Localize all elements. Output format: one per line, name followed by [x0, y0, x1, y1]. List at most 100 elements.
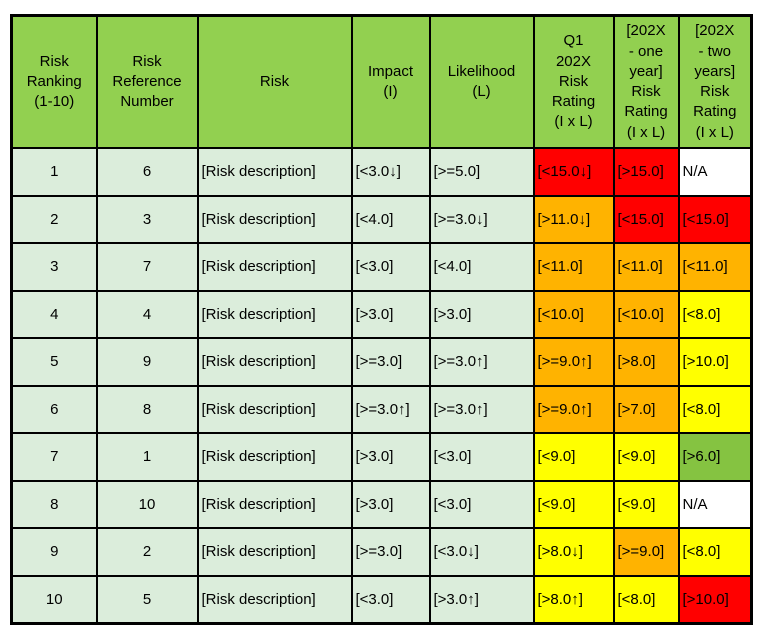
cell-risk-description: [Risk description] [196, 527, 353, 577]
cell-q1-rating: [<15.0↓] [532, 147, 615, 197]
cell-two-year-rating: [>6.0] [677, 432, 753, 482]
cell-one-year-rating: [<10.0] [612, 289, 680, 339]
cell-impact: [<4.0] [350, 194, 431, 244]
cell-likelihood: [<3.0↓] [428, 527, 535, 577]
cell-one-year-rating: [>=9.0] [612, 527, 680, 577]
table-header: Risk Ranking (1-10) Risk Reference Number… [10, 14, 753, 149]
cell-risk-reference: 3 [95, 194, 199, 244]
cell-q1-rating: [<9.0] [532, 432, 615, 482]
cell-likelihood: [>=3.0↑] [428, 384, 535, 434]
col-header-one-year-rating: [202X - one year] Risk Rating (I x L) [612, 14, 680, 149]
cell-one-year-rating: [>8.0] [612, 337, 680, 387]
cell-risk-reference: 7 [95, 242, 199, 292]
cell-likelihood: [<3.0] [428, 432, 535, 482]
cell-q1-rating: [<11.0] [532, 242, 615, 292]
cell-one-year-rating: [<8.0] [612, 574, 680, 625]
cell-risk-reference: 4 [95, 289, 199, 339]
cell-risk-ranking: 8 [10, 479, 98, 529]
cell-one-year-rating: [>7.0] [612, 384, 680, 434]
cell-q1-rating: [>=9.0↑] [532, 337, 615, 387]
cell-risk-reference: 5 [95, 574, 199, 625]
cell-impact: [>=3.0] [350, 337, 431, 387]
cell-one-year-rating: [<15.0] [612, 194, 680, 244]
cell-q1-rating: [>11.0↓] [532, 194, 615, 244]
cell-risk-reference: 10 [95, 479, 199, 529]
col-header-risk: Risk [196, 14, 353, 149]
col-header-impact: Impact (I) [350, 14, 431, 149]
cell-risk-ranking: 4 [10, 289, 98, 339]
col-header-risk-reference: Risk Reference Number [95, 14, 199, 149]
cell-risk-description: [Risk description] [196, 147, 353, 197]
cell-two-year-rating: N/A [677, 147, 753, 197]
cell-two-year-rating: [<8.0] [677, 289, 753, 339]
cell-q1-rating: [<10.0] [532, 289, 615, 339]
cell-risk-ranking: 9 [10, 527, 98, 577]
table-row: 8 10 [Risk description] [>3.0] [<3.0] [<9.0][… [10, 479, 753, 529]
risk-ranking-table: Risk Ranking (1-10) Risk Reference Number… [10, 14, 753, 625]
cell-two-year-rating: N/A [677, 479, 753, 529]
cell-impact: [<3.0] [350, 242, 431, 292]
table-row: 10 5 [Risk description] [<3.0] [>3.0↑] [>8.0↑… [10, 574, 753, 625]
table-row: 3 7 [Risk description] [<3.0] [<4.0] [<11.0][… [10, 242, 753, 292]
table-row: 1 6 [Risk description] [<3.0↓] [>=5.0] [<15.0… [10, 147, 753, 197]
cell-likelihood: [>=3.0↑] [428, 337, 535, 387]
cell-risk-description: [Risk description] [196, 242, 353, 292]
cell-risk-ranking: 6 [10, 384, 98, 434]
cell-risk-description: [Risk description] [196, 432, 353, 482]
cell-one-year-rating: [<9.0] [612, 479, 680, 529]
cell-likelihood: [>3.0↑] [428, 574, 535, 625]
cell-q1-rating: [<9.0] [532, 479, 615, 529]
cell-risk-ranking: 2 [10, 194, 98, 244]
cell-two-year-rating: [>10.0] [677, 574, 753, 625]
cell-one-year-rating: [>15.0] [612, 147, 680, 197]
cell-risk-reference: 1 [95, 432, 199, 482]
cell-impact: [>3.0] [350, 479, 431, 529]
cell-q1-rating: [>8.0↑] [532, 574, 615, 625]
cell-two-year-rating: [<15.0] [677, 194, 753, 244]
cell-two-year-rating: [<11.0] [677, 242, 753, 292]
cell-risk-reference: 2 [95, 527, 199, 577]
cell-risk-description: [Risk description] [196, 384, 353, 434]
table-header-row: Risk Ranking (1-10) Risk Reference Number… [10, 14, 753, 149]
cell-impact: [>3.0] [350, 289, 431, 339]
cell-risk-reference: 6 [95, 147, 199, 197]
cell-impact: [>=3.0] [350, 527, 431, 577]
cell-risk-description: [Risk description] [196, 289, 353, 339]
cell-one-year-rating: [<11.0] [612, 242, 680, 292]
table-row: 2 3 [Risk description] [<4.0] [>=3.0↓] [>11.0… [10, 194, 753, 244]
cell-likelihood: [<3.0] [428, 479, 535, 529]
table-row: 6 8 [Risk description] [>=3.0↑] [>=3.0↑] [>=9… [10, 384, 753, 434]
table-row: 7 1 [Risk description] [>3.0] [<3.0] [<9.0] [<… [10, 432, 753, 482]
cell-risk-description: [Risk description] [196, 574, 353, 625]
cell-impact: [>=3.0↑] [350, 384, 431, 434]
table-row: 5 9 [Risk description] [>=3.0] [>=3.0↑] [>=9.… [10, 337, 753, 387]
cell-risk-ranking: 3 [10, 242, 98, 292]
cell-two-year-rating: [>10.0] [677, 337, 753, 387]
cell-risk-reference: 8 [95, 384, 199, 434]
cell-impact: [<3.0↓] [350, 147, 431, 197]
table-row: 9 2 [Risk description] [>=3.0] [<3.0↓] [>8.0↓… [10, 527, 753, 577]
table-body: 1 6 [Risk description] [<3.0↓] [>=5.0] [<15.0… [10, 147, 753, 625]
cell-likelihood: [>=3.0↓] [428, 194, 535, 244]
cell-risk-ranking: 7 [10, 432, 98, 482]
cell-likelihood: [<4.0] [428, 242, 535, 292]
col-header-two-year-rating: [202X - two years] Risk Rating (I x L) [677, 14, 753, 149]
col-header-risk-ranking: Risk Ranking (1-10) [10, 14, 98, 149]
cell-likelihood: [>=5.0] [428, 147, 535, 197]
cell-risk-ranking: 5 [10, 337, 98, 387]
cell-risk-description: [Risk description] [196, 194, 353, 244]
cell-risk-description: [Risk description] [196, 479, 353, 529]
cell-q1-rating: [>8.0↓] [532, 527, 615, 577]
cell-two-year-rating: [<8.0] [677, 384, 753, 434]
col-header-likelihood: Likelihood (L) [428, 14, 535, 149]
cell-q1-rating: [>=9.0↑] [532, 384, 615, 434]
cell-two-year-rating: [<8.0] [677, 527, 753, 577]
cell-risk-ranking: 10 [10, 574, 98, 625]
cell-impact: [<3.0] [350, 574, 431, 625]
cell-impact: [>3.0] [350, 432, 431, 482]
cell-risk-description: [Risk description] [196, 337, 353, 387]
table-row: 4 4 [Risk description] [>3.0] [>3.0] [<10.0][… [10, 289, 753, 339]
col-header-q1-rating: Q1 202X Risk Rating (I x L) [532, 14, 615, 149]
cell-risk-ranking: 1 [10, 147, 98, 197]
